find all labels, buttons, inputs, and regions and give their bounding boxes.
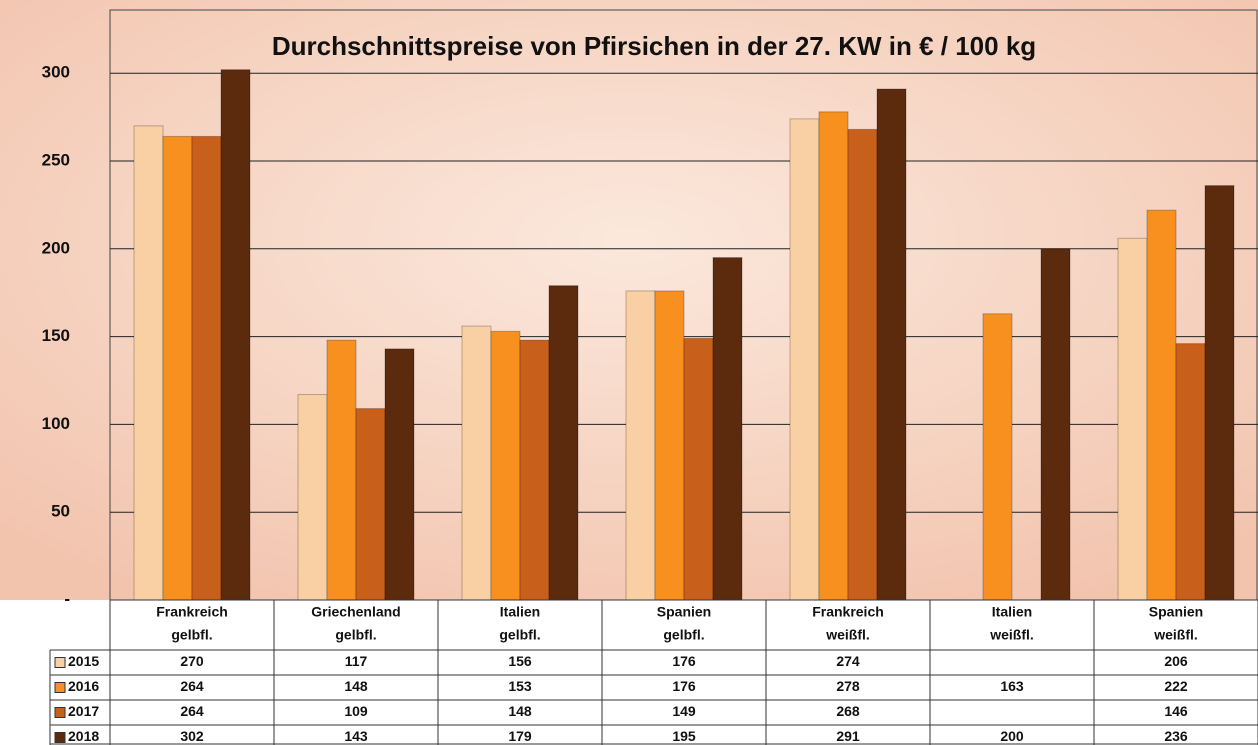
x-tick-label: weißfl.	[825, 627, 870, 643]
bar	[462, 326, 491, 600]
y-tick-label: 200	[42, 238, 70, 257]
table-value: 179	[508, 728, 532, 744]
chart-title: Durchschnittspreise von Pfirsichen in de…	[272, 31, 1036, 61]
table-value: 291	[836, 728, 860, 744]
table-value: 206	[1164, 653, 1188, 669]
x-tick-label: Spanien	[1149, 604, 1203, 620]
table-value: 264	[180, 703, 204, 719]
x-tick-label: gelbfl.	[335, 627, 376, 643]
legend-swatch	[55, 683, 65, 693]
y-tick-label: 150	[42, 326, 70, 345]
bar	[655, 291, 684, 600]
bar	[298, 395, 327, 600]
table-value: 176	[672, 653, 696, 669]
legend-swatch	[55, 658, 65, 668]
table-value: 264	[180, 678, 204, 694]
chart: Durchschnittspreise von Pfirsichen in de…	[0, 0, 1258, 745]
bar	[520, 340, 549, 600]
y-tick-label: 100	[42, 414, 70, 433]
table-value: 302	[180, 728, 204, 744]
table-value: 146	[1164, 703, 1188, 719]
x-tick-label: gelbfl.	[663, 627, 704, 643]
bar	[134, 126, 163, 600]
x-tick-label: Frankreich	[156, 604, 228, 620]
x-tick-label: Italien	[500, 604, 540, 620]
bar	[1041, 249, 1070, 600]
x-tick-label: gelbfl.	[499, 627, 540, 643]
table-value: 117	[345, 653, 368, 669]
bar	[626, 291, 655, 600]
table-value: 148	[344, 678, 368, 694]
legend-label: 2015	[68, 653, 99, 669]
bar	[684, 338, 713, 600]
y-tick-label: -	[64, 589, 70, 608]
x-tick-label: Italien	[992, 604, 1032, 620]
table-value: 109	[344, 703, 368, 719]
x-tick-label: Griechenland	[311, 604, 400, 620]
x-tick-label: Spanien	[657, 604, 711, 620]
table-value: 149	[672, 703, 696, 719]
table-value: 195	[672, 728, 696, 744]
bar	[491, 331, 520, 600]
x-tick-label: gelbfl.	[171, 627, 212, 643]
bar	[356, 409, 385, 600]
table-value: 148	[508, 703, 532, 719]
page: Durchschnittspreise von Pfirsichen in de…	[0, 0, 1258, 745]
table-value: 222	[1164, 678, 1188, 694]
bar	[221, 70, 250, 600]
bar	[1147, 210, 1176, 600]
bar	[1118, 238, 1147, 600]
table-value: 236	[1164, 728, 1188, 744]
x-tick-label: Frankreich	[812, 604, 884, 620]
table-value: 278	[836, 678, 860, 694]
table-value: 270	[180, 653, 204, 669]
bar	[983, 314, 1012, 600]
bar	[819, 112, 848, 600]
bar	[1176, 344, 1205, 600]
table-value: 153	[508, 678, 532, 694]
table-value: 163	[1000, 678, 1024, 694]
bar	[1205, 186, 1234, 600]
bar	[385, 349, 414, 600]
bar	[549, 286, 578, 600]
legend-label: 2016	[68, 678, 99, 694]
legend-label: 2017	[68, 703, 99, 719]
bar	[163, 136, 192, 600]
bar	[877, 89, 906, 600]
bar	[848, 129, 877, 600]
x-tick-label: weißfl.	[1153, 627, 1198, 643]
table-value: 143	[344, 728, 368, 744]
legend-swatch	[55, 733, 65, 743]
bar	[790, 119, 819, 600]
table-value: 156	[508, 653, 532, 669]
table-value: 274	[836, 653, 860, 669]
y-tick-label: 250	[42, 150, 70, 169]
legend-label: 2018	[68, 728, 99, 744]
table-value: 176	[672, 678, 696, 694]
legend-swatch	[55, 708, 65, 718]
y-tick-label: 50	[51, 502, 70, 521]
bar	[327, 340, 356, 600]
table-value: 200	[1000, 728, 1024, 744]
x-tick-label: weißfl.	[989, 627, 1034, 643]
bar	[713, 258, 742, 600]
bar	[192, 136, 221, 600]
y-tick-label: 300	[42, 63, 70, 82]
table-value: 268	[836, 703, 860, 719]
